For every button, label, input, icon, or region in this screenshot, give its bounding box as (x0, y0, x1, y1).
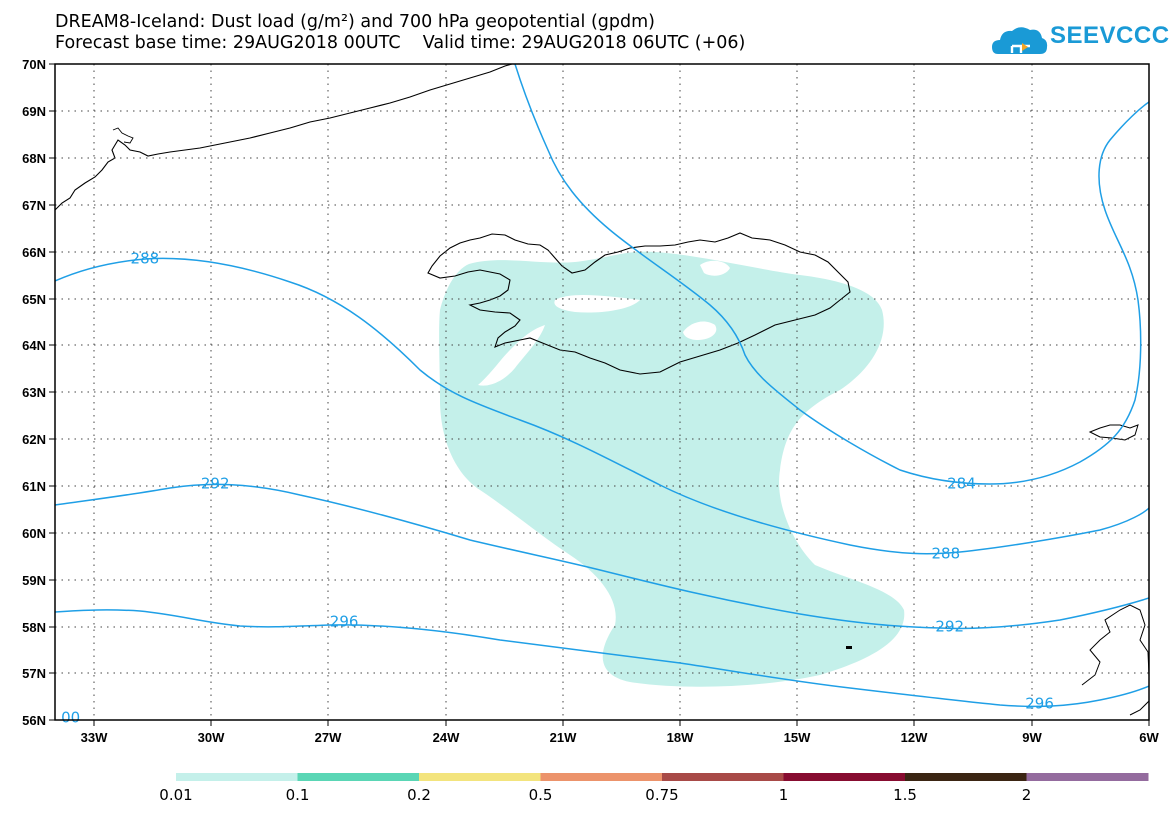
lon-label: 9W (1022, 730, 1042, 745)
lon-label: 30W (198, 730, 225, 745)
cloud-icon (992, 27, 1048, 54)
lat-label: 67N (22, 198, 46, 213)
clear-patch (478, 325, 545, 386)
clear-patch (683, 321, 717, 340)
colorbar-swatch (783, 773, 906, 781)
contour-284 (514, 64, 1149, 485)
greenland-coastline (112, 127, 134, 144)
contour-label: 284 (947, 474, 976, 492)
colorbar-label: 0.2 (407, 786, 431, 804)
contour-288-west (55, 257, 1149, 555)
lon-label: 18W (667, 730, 694, 745)
grid-lines (55, 64, 1149, 720)
contour-label: 292 (935, 617, 964, 635)
island-mark (846, 646, 852, 649)
lat-label: 68N (22, 151, 46, 166)
contour-label: 296 (330, 613, 359, 631)
lat-label: 66N (22, 245, 46, 260)
lat-label: 58N (22, 620, 46, 635)
greenland-coastline (55, 64, 513, 211)
lat-label: 69N (22, 104, 46, 119)
iceland-coastline (427, 232, 851, 375)
lon-label: 27W (315, 730, 342, 745)
lon-label: 6W (1139, 730, 1159, 745)
logo-text: SEEVCCC (1050, 22, 1170, 49)
colorbar-swatch (1026, 773, 1149, 781)
lat-label: 57N (22, 666, 46, 681)
colorbar-swatch (297, 773, 420, 781)
contour-label: 00 (61, 709, 80, 727)
lat-label: 64N (22, 338, 46, 353)
lon-label: 21W (550, 730, 577, 745)
colorbar-swatch (540, 773, 663, 781)
axis-ticks (49, 63, 1150, 726)
forecast-time-subtitle: Forecast base time: 29AUG2018 00UTC Vali… (55, 33, 746, 53)
lat-label: 61N (22, 479, 46, 494)
contour-label: 288 (932, 545, 961, 563)
lon-label: 15W (784, 730, 811, 745)
contour-292-west (55, 483, 1149, 630)
clear-patch (700, 260, 730, 276)
lat-label: 62N (22, 432, 46, 447)
colorbar-label: 0.75 (645, 786, 678, 804)
contour-296 (55, 609, 1149, 708)
colorbar-label: 0.1 (286, 786, 310, 804)
colorbar-label: 1.5 (893, 786, 917, 804)
colorbar-swatch (176, 773, 298, 781)
lat-label: 70N (22, 57, 46, 72)
colorbar-label: 0.01 (159, 786, 192, 804)
dust-load-area (439, 251, 905, 687)
lat-label: 63N (22, 385, 46, 400)
colorbar-label: 2 (1022, 786, 1032, 804)
colorbar-label: 0.5 (529, 786, 553, 804)
lat-label: 65N (22, 292, 46, 307)
lon-label: 33W (81, 730, 108, 745)
scotland-coastline (1081, 604, 1149, 716)
contour-label: 288 (131, 249, 160, 267)
colorbar-swatch (662, 773, 784, 781)
colorbar-swatch (419, 773, 541, 781)
colorbar-swatch (905, 773, 1027, 781)
colorbar-label: 1 (779, 786, 789, 804)
lat-label: 56N (22, 713, 46, 728)
lat-label: 60N (22, 526, 46, 541)
contour-label: 296 (1025, 695, 1054, 713)
lat-label: 59N (22, 573, 46, 588)
colorbar: 0.01 0.1 0.2 0.5 0.75 1 1.5 2 (159, 773, 1149, 804)
map-title: DREAM8-Iceland: Dust load (g/m²) and 700… (55, 12, 655, 32)
contour-label: 292 (201, 474, 230, 492)
lon-label: 24W (433, 730, 460, 745)
faroe-islands (1088, 424, 1139, 441)
lon-label: 12W (901, 730, 928, 745)
